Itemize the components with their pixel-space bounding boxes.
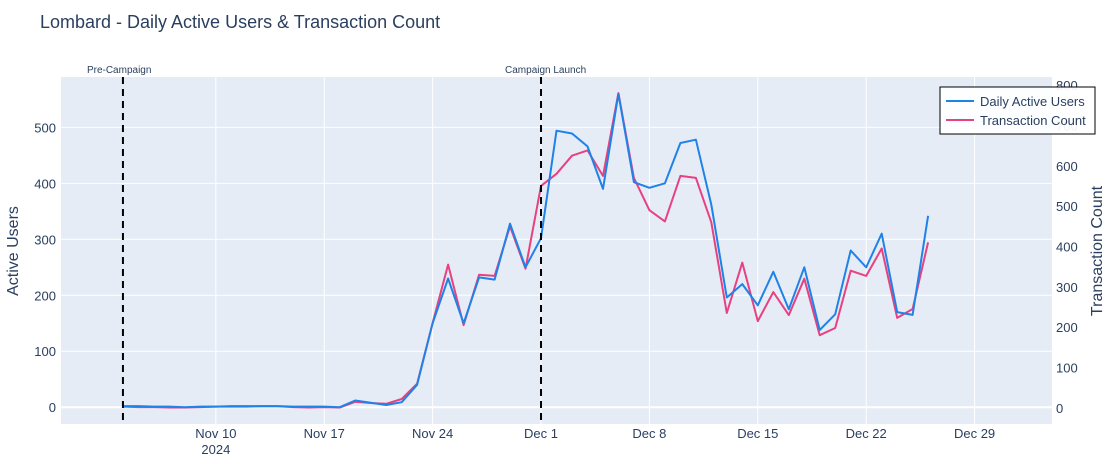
y2-axis-title: Transaction Count bbox=[1089, 185, 1106, 316]
x-tick-label: Nov 17 bbox=[304, 426, 345, 441]
y2-tick-label: 400 bbox=[1056, 239, 1078, 254]
y2-tick-label: 100 bbox=[1056, 361, 1078, 376]
x-tick-sublabel: 2024 bbox=[201, 442, 230, 457]
x-tick-label: Dec 29 bbox=[954, 426, 995, 441]
y-tick-label: 200 bbox=[34, 288, 56, 303]
legend-item-label[interactable]: Daily Active Users bbox=[980, 94, 1085, 109]
x-tick-label: Nov 10 bbox=[195, 426, 236, 441]
y2-tick-label: 500 bbox=[1056, 199, 1078, 214]
x-tick-label: Nov 24 bbox=[412, 426, 453, 441]
x-tick-label: Dec 15 bbox=[737, 426, 778, 441]
y-tick-label: 400 bbox=[34, 176, 56, 191]
y-tick-label: 100 bbox=[34, 344, 56, 359]
annotation-label: Campaign Launch bbox=[505, 65, 586, 76]
y-tick-label: 500 bbox=[34, 120, 56, 135]
x-tick-label: Dec 22 bbox=[846, 426, 887, 441]
plot-background bbox=[61, 77, 1052, 424]
y-axis-title: Active Users bbox=[5, 206, 22, 296]
legend[interactable]: Daily Active Users Transaction Count bbox=[939, 86, 1096, 135]
series-line-daily-active-users[interactable] bbox=[122, 92, 930, 409]
y2-tick-label: 600 bbox=[1056, 159, 1078, 174]
legend-item-label[interactable]: Transaction Count bbox=[980, 113, 1086, 128]
annotation-label: Pre-Campaign bbox=[87, 65, 151, 76]
series-lines bbox=[122, 92, 930, 409]
annotations: Pre-Campaign Campaign Launch bbox=[87, 65, 586, 424]
y-tick-label: 300 bbox=[34, 232, 56, 247]
grid-lines bbox=[61, 77, 1052, 424]
legend-box bbox=[939, 86, 1096, 135]
x-tick-label: Dec 8 bbox=[632, 426, 666, 441]
chart-title: Lombard - Daily Active Users & Transacti… bbox=[40, 12, 440, 32]
y2-tick-label: 200 bbox=[1056, 320, 1078, 335]
y2-tick-label: 0 bbox=[1056, 401, 1063, 416]
x-tick-label: Dec 1 bbox=[524, 426, 558, 441]
y-tick-label: 0 bbox=[49, 400, 56, 415]
plot-area bbox=[61, 77, 1052, 424]
y2-tick-label: 300 bbox=[1056, 280, 1078, 295]
